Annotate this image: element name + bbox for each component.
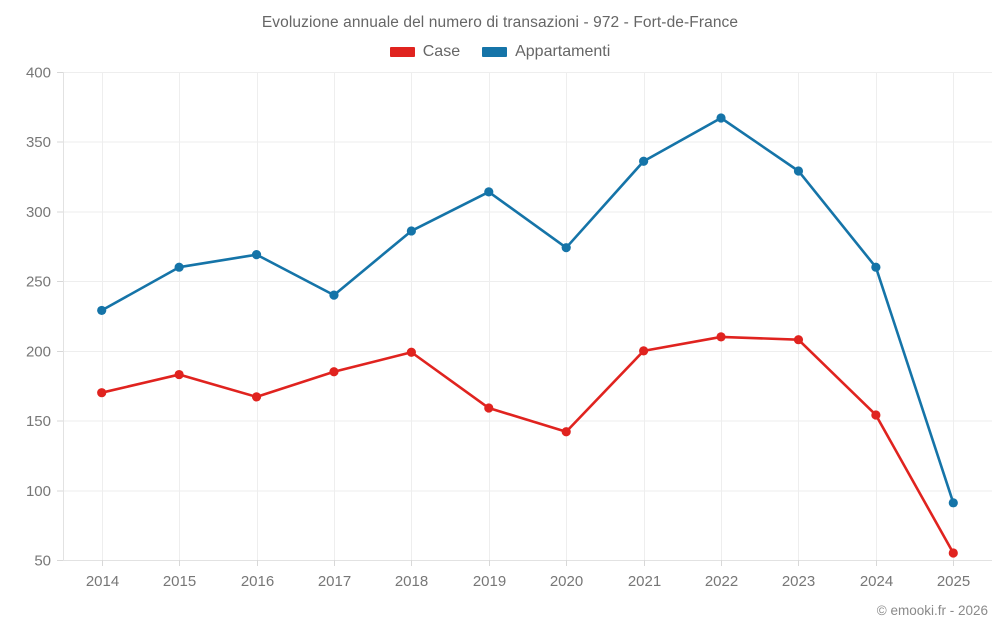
axis-layer [63, 72, 992, 561]
data-point[interactable] [329, 290, 339, 300]
series-line-appartamenti [100, 116, 955, 505]
x-axis-label: 2021 [628, 573, 661, 590]
x-axis-label: 2017 [318, 573, 351, 590]
x-axis-label: 2024 [860, 573, 893, 590]
data-point[interactable] [406, 347, 416, 357]
x-axis-label: 2022 [705, 573, 738, 590]
data-point[interactable] [561, 427, 571, 437]
y-axis-label: 150 [26, 413, 51, 430]
data-point[interactable] [174, 262, 184, 272]
legend-item-case[interactable]: Case [389, 43, 461, 61]
data-point[interactable] [639, 346, 649, 356]
data-point[interactable] [329, 367, 339, 377]
y-axis-label: 50 [34, 553, 51, 570]
series-line-case [100, 335, 955, 555]
data-point[interactable] [716, 332, 726, 342]
x-axis-label: 2020 [550, 573, 583, 590]
legend-label-appartamenti: Appartamenti [515, 43, 611, 60]
chart-legend: Case Appartamenti [0, 43, 1000, 61]
x-axis-ticks: 2014 2015 2016 2017 2018 2019 2020 2021 2022 2023… [86, 560, 970, 590]
footer-credit: © emooki.fr - 2026 [876, 603, 988, 618]
series-appartamenti [97, 113, 958, 508]
legend-swatch-case [389, 47, 415, 57]
data-point[interactable] [948, 498, 958, 508]
y-axis-label: 300 [26, 204, 51, 221]
y-axis-label: 400 [26, 65, 51, 82]
data-point[interactable] [251, 392, 262, 402]
data-point[interactable] [251, 250, 262, 260]
y-axis-label: 200 [26, 343, 51, 360]
legend-label-case: Case [422, 43, 461, 60]
x-axis-label: 2023 [782, 573, 815, 590]
x-axis-label: 2018 [395, 573, 428, 590]
data-point[interactable] [97, 305, 107, 316]
x-axis-label: 2025 [937, 573, 970, 590]
data-point[interactable] [793, 166, 804, 176]
grid-layer [63, 72, 992, 561]
data-point[interactable] [97, 388, 107, 398]
data-point[interactable] [871, 262, 881, 272]
data-point[interactable] [174, 369, 184, 380]
y-axis-label: 350 [26, 134, 51, 151]
data-point[interactable] [406, 226, 416, 236]
x-axis-label: 2014 [86, 573, 119, 590]
data-point[interactable] [484, 187, 494, 197]
data-point[interactable] [716, 113, 726, 123]
legend-item-appartamenti[interactable]: Appartamenti [482, 43, 610, 61]
data-point[interactable] [639, 156, 649, 166]
y-axis-ticks: 50 100 150 200 250 300 350 400 [26, 65, 63, 570]
y-axis-label: 100 [26, 483, 51, 500]
data-point[interactable] [948, 548, 958, 558]
data-point[interactable] [871, 410, 881, 420]
data-point[interactable] [561, 243, 571, 253]
x-axis-label: 2019 [473, 573, 506, 590]
y-axis-label: 250 [26, 274, 51, 291]
x-axis-label: 2016 [241, 573, 274, 590]
data-point[interactable] [793, 335, 804, 345]
chart-title: Evoluzione annuale del numero di transaz… [261, 14, 739, 31]
data-point[interactable] [484, 403, 494, 413]
legend-swatch-appartamenti [482, 47, 508, 57]
x-axis-label: 2015 [163, 573, 196, 590]
series-case [97, 332, 958, 558]
series-layer [97, 113, 958, 558]
